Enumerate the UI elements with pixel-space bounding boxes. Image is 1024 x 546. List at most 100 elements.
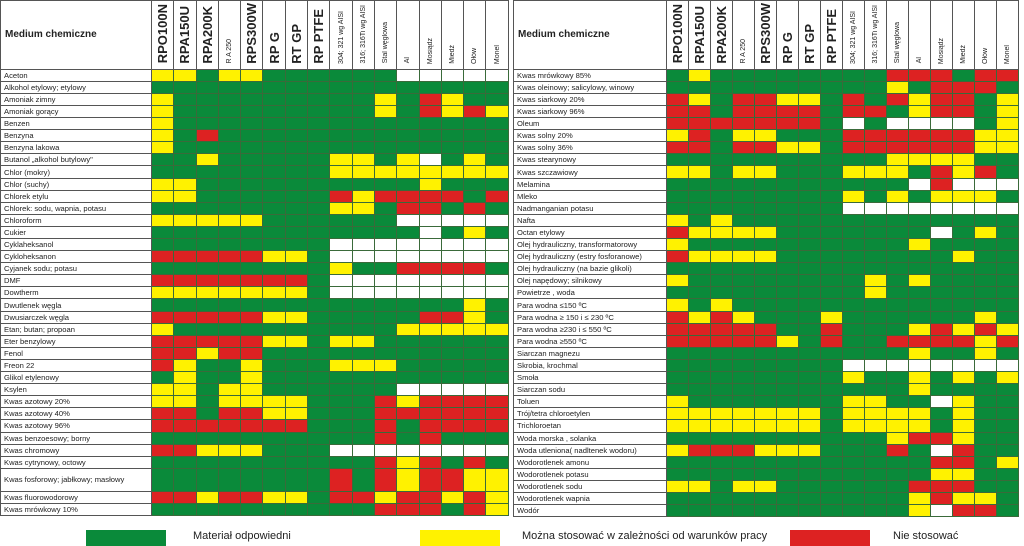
rating-cell-suitable [886,383,909,397]
rating-cell-suitable [732,491,755,506]
rating-cell-conditional [150,177,175,191]
rating-cell-conditional [485,322,509,336]
rating-cell-conditional [732,310,755,324]
rating-cell-unsuitable [710,117,733,131]
medium-name: Melamina [513,177,667,191]
rating-cell-suitable [996,419,1019,433]
rating-cell-suitable [732,395,755,409]
rating-cell-suitable [329,298,353,312]
rating-cell-suitable [485,262,509,276]
rating-cell-suitable [754,310,777,324]
rating-cell-suitable [262,177,286,191]
rating-cell-unsuitable [373,467,398,492]
rating-cell-suitable [996,250,1019,264]
rating-cell-suitable [173,165,197,179]
rating-cell-suitable [842,298,865,312]
rating-cell-suitable [195,165,219,179]
rating-cell-no-data [396,213,420,227]
rating-cell-suitable [776,455,799,469]
table-row: Etan; butan; propoan [0,322,509,336]
rating-cell-suitable [732,383,755,397]
column-header: Al [908,0,931,70]
rating-cell-suitable [754,153,777,167]
rating-cell-suitable [307,213,331,227]
rating-cell-suitable [440,177,465,191]
rating-cell-suitable [307,407,331,421]
table-row: Freon 22 [0,358,509,373]
rating-cell-no-data [396,274,420,288]
rating-cell-suitable [217,502,242,516]
rating-cell-suitable [351,213,375,227]
rating-cell-unsuitable [930,92,953,106]
table-row: Eter benzylowy [0,334,509,348]
table-row: Cyklaheksanol [0,238,509,252]
rating-cell-suitable [688,371,711,385]
rating-cell-suitable [842,262,865,276]
rating-cell-suitable [351,383,375,397]
rating-cell-suitable [710,92,733,106]
rating-cell-conditional [974,346,997,360]
rating-cell-conditional [440,92,465,106]
rating-cell-conditional [217,286,242,300]
rating-cell-conditional [864,274,887,288]
rating-cell-suitable [688,286,711,300]
rating-cell-suitable [262,358,286,373]
rating-cell-suitable [329,225,353,240]
rating-cell-unsuitable [173,346,197,360]
medium-name: Benzen [0,117,152,131]
rating-cell-suitable [842,80,865,94]
rating-cell-suitable [732,358,755,373]
rating-cell-unsuitable [930,104,953,119]
rating-cell-suitable [396,104,420,119]
medium-name: Kwas cytrynowy, octowy [0,455,152,469]
rating-cell-conditional [996,104,1019,119]
rating-cell-conditional [666,407,689,421]
rating-cell-suitable [195,141,219,155]
rating-cell-conditional [842,371,865,385]
rating-cell-suitable [952,310,975,324]
rating-cell-no-data [996,177,1019,191]
rating-cell-no-data [418,286,442,300]
rating-cell-suitable [798,129,821,143]
rating-cell-suitable [688,262,711,276]
medium-name: Woda utleniona( nadltenek wodoru) [513,443,667,457]
column-header: 316; 316Ti wg AISI [864,0,887,70]
rating-cell-suitable [908,310,931,324]
rating-cell-suitable [974,238,997,252]
table-row: Dowtherm [0,286,509,300]
rating-cell-conditional [732,129,755,143]
rating-cell-suitable [820,201,843,215]
rating-cell-conditional [666,238,689,252]
rating-cell-suitable [440,358,465,373]
rating-cell-suitable [666,80,689,94]
rating-cell-suitable [864,334,887,348]
rating-cell-suitable [842,238,865,252]
rating-cell-suitable [307,455,331,469]
rating-cell-conditional [688,419,711,433]
rating-cell-suitable [351,419,375,433]
rating-cell-suitable [820,153,843,167]
rating-cell-unsuitable [173,274,197,288]
rating-cell-suitable [284,201,309,215]
rating-cell-suitable [396,310,420,324]
rating-cell-conditional [262,310,286,324]
rating-cell-suitable [820,358,843,373]
rating-cell-conditional [930,189,953,203]
medium-name: Siarczan magnezu [513,346,667,360]
rating-cell-suitable [798,177,821,191]
rating-cell-suitable [820,479,843,493]
rating-cell-unsuitable [240,407,264,421]
rating-cell-unsuitable [173,334,197,348]
rating-cell-suitable [150,431,175,445]
rating-cell-suitable [284,177,309,191]
rating-cell-no-data [396,286,420,300]
rating-cell-suitable [864,346,887,360]
rating-cell-conditional [150,213,175,227]
rating-cell-suitable [284,92,309,106]
rating-cell-suitable [820,177,843,191]
rating-cell-unsuitable [240,250,264,264]
column-header-label: 304; 321 wg AISI [850,10,857,64]
rating-cell-unsuitable [329,490,353,504]
table-row: Kwas mrówkowy 85% [513,68,1019,82]
table-row: Kwas szczawiowy [513,165,1019,179]
